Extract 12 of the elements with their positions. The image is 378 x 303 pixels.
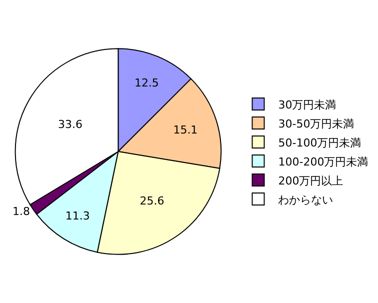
- data-label: 25.6: [140, 194, 164, 208]
- legend-label: 30-50万円未満: [278, 117, 354, 130]
- data-label: 12.5: [134, 76, 159, 90]
- data-label: 1.8: [12, 205, 30, 218]
- legend-label: 50-100万円未満: [278, 136, 362, 150]
- data-label: 33.6: [58, 118, 83, 131]
- legend-label: 100-200万円未満: [278, 155, 368, 168]
- legend-label: 200万円以上: [278, 174, 344, 188]
- legend-label: わからない: [278, 193, 334, 206]
- data-label: 15.1: [173, 123, 198, 136]
- data-label: 11.3: [65, 210, 90, 223]
- legend-label: 30万円未満: [278, 98, 336, 112]
